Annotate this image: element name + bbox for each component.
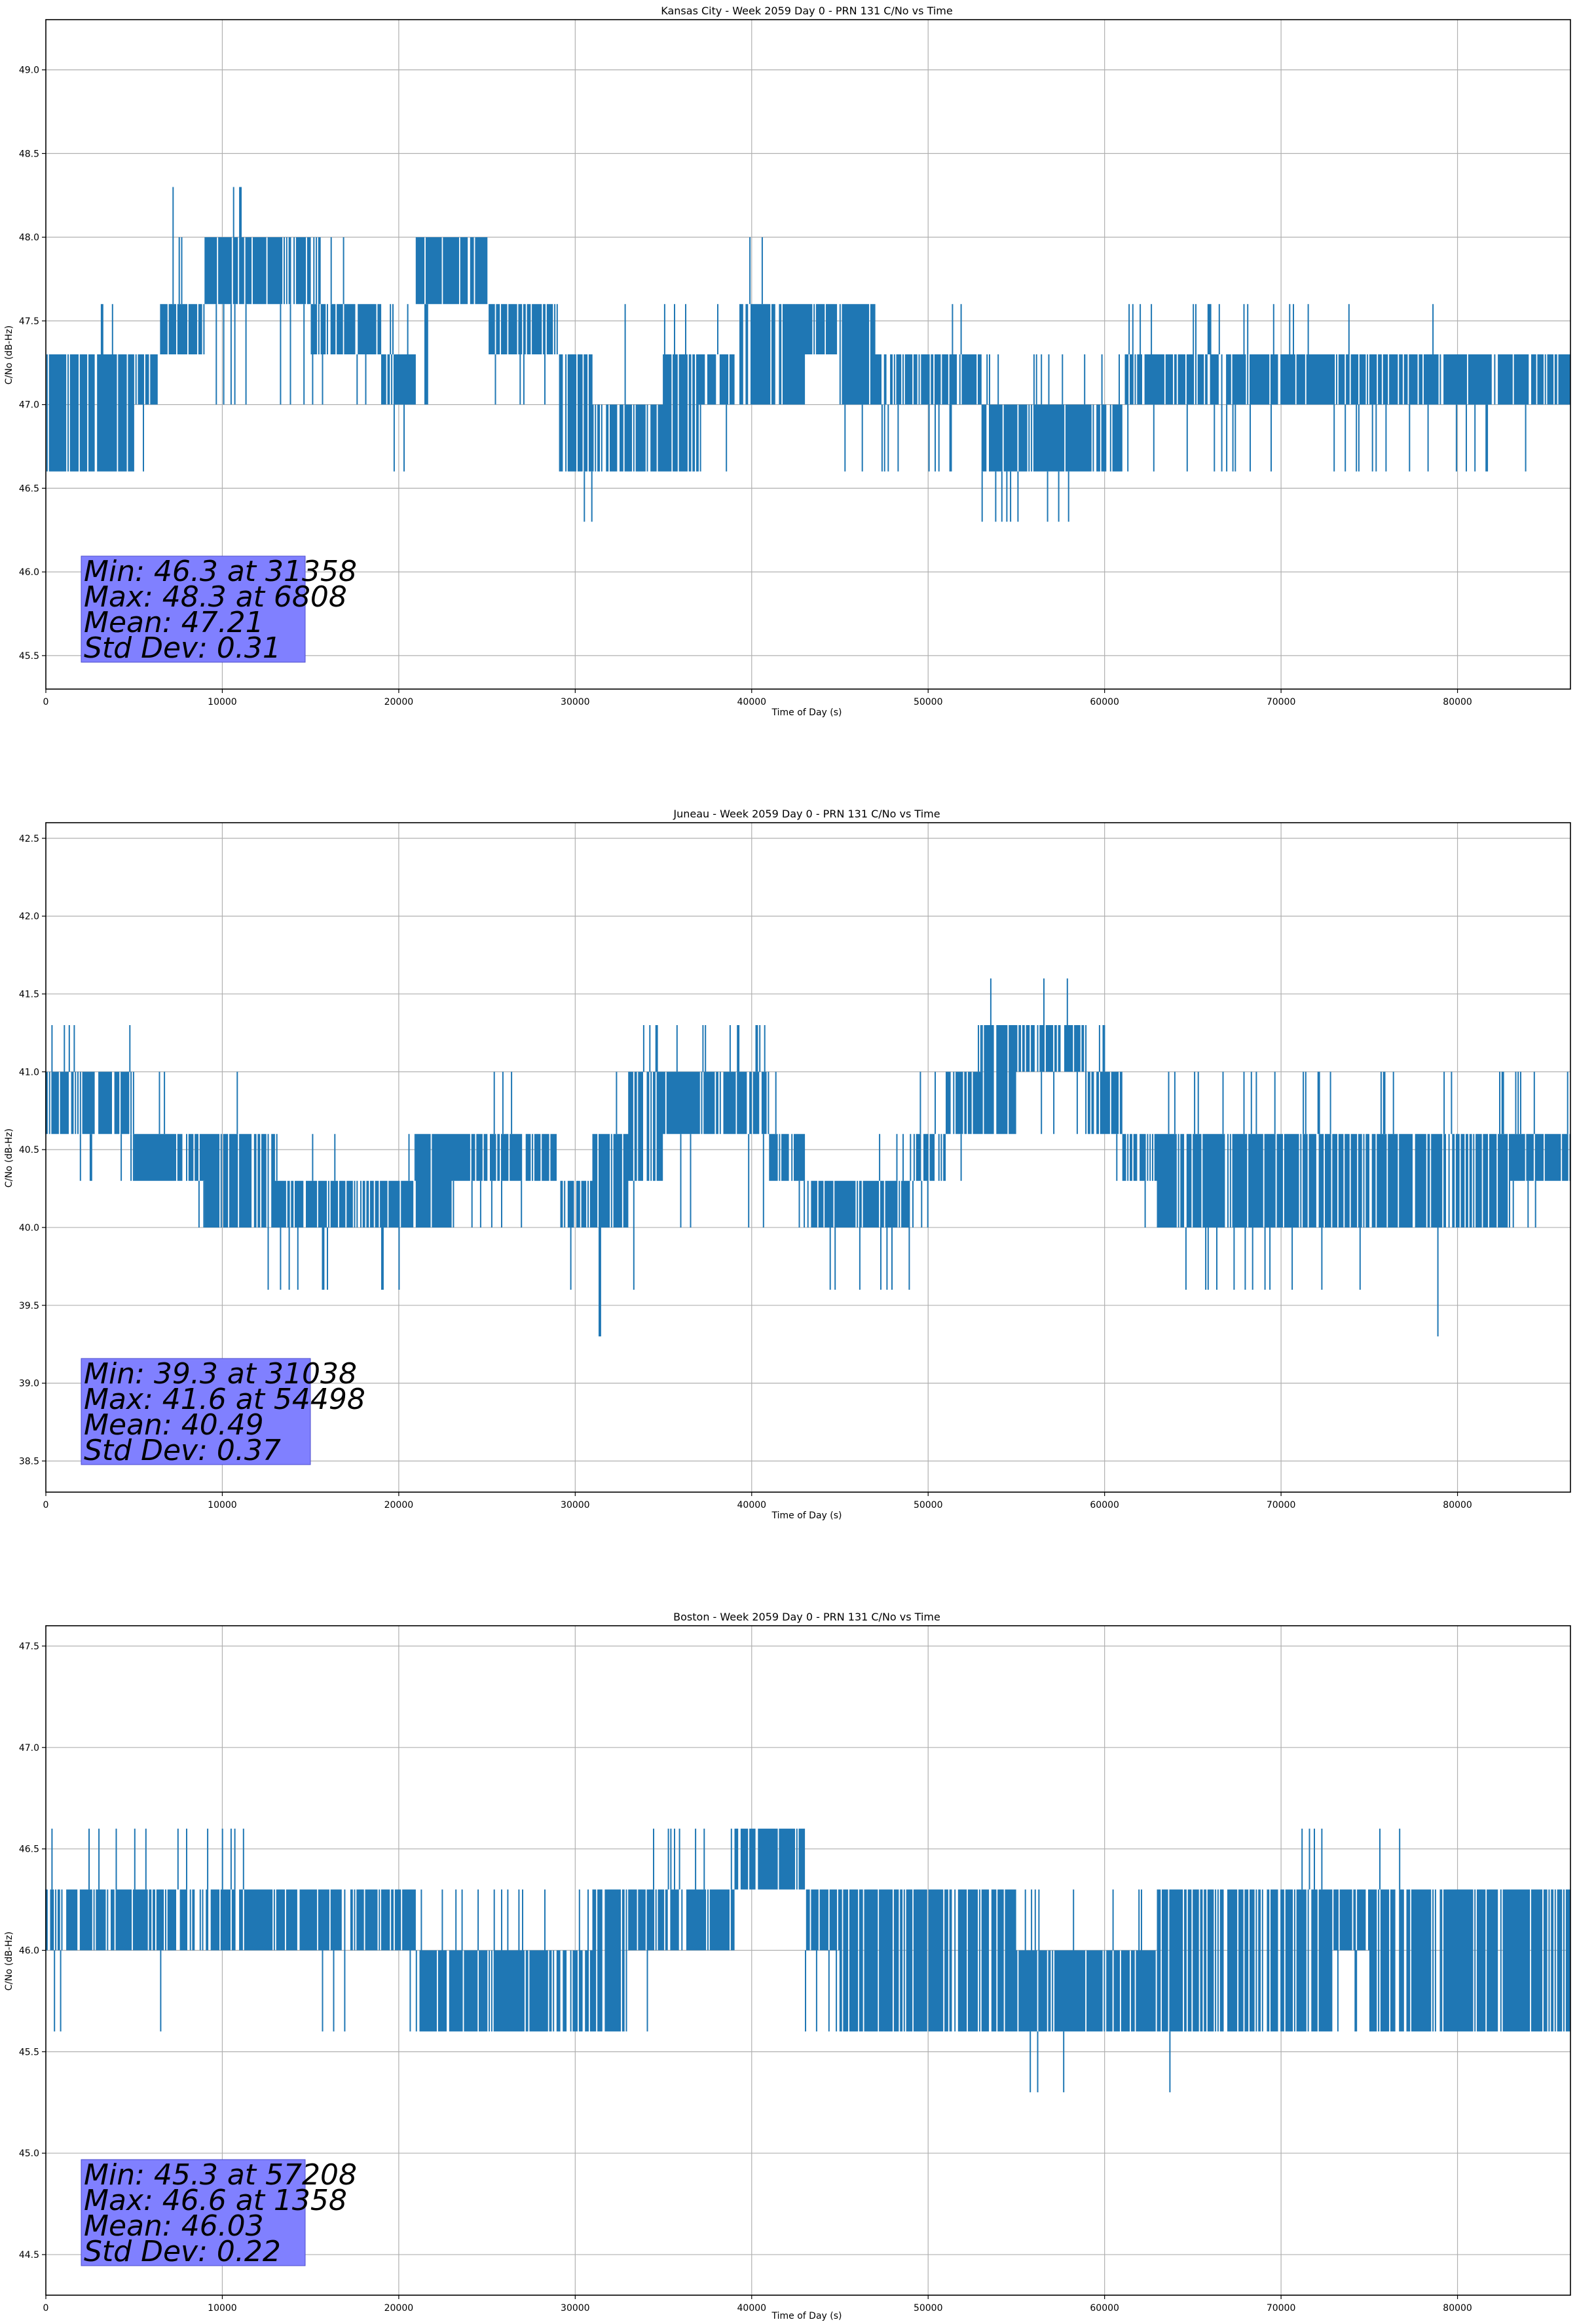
y-tick-label: 49.0 <box>19 66 39 76</box>
y-tick-label: 39.5 <box>19 1301 39 1311</box>
chart-title: Juneau - Week 2059 Day 0 - PRN 131 C/No … <box>673 808 940 820</box>
stat-mean: Mean: 46.03 <box>84 2209 264 2243</box>
plot-area: 0 10000 20000 30000 40000 50000 60000 70000 8000… <box>19 19 1571 707</box>
x-tick-label: 50000 <box>914 697 943 707</box>
x-tick-label: 80000 <box>1443 2303 1472 2314</box>
stats-box: Min: 45.3 at 57208 Max: 46.6 at 1358 Mea… <box>81 2158 357 2268</box>
stat-max: Max: 41.6 at 54498 <box>84 1383 365 1416</box>
y-tick-label: 47.5 <box>19 316 39 327</box>
x-tick-label: 60000 <box>1090 1500 1119 1510</box>
y-tick-label: 44.5 <box>19 2250 39 2260</box>
x-tick-label: 10000 <box>208 2303 237 2314</box>
y-axis-label: C/No (dB-Hz) <box>4 1129 14 1188</box>
stats-box: Min: 39.3 at 31038 Max: 41.6 at 54498 Me… <box>81 1357 365 1467</box>
plot-frame <box>45 1625 1571 2296</box>
y-tick-label: 40.0 <box>19 1223 39 1233</box>
stat-mean: Mean: 47.21 <box>84 606 264 639</box>
x-tick-label: 80000 <box>1443 697 1472 707</box>
x-tick-label: 10000 <box>208 1500 237 1510</box>
x-tick-label: 50000 <box>914 1500 943 1510</box>
x-tick-label: 10000 <box>208 697 237 707</box>
stats-box-background <box>81 1358 311 1465</box>
y-tick-label: 42.0 <box>19 912 39 922</box>
series-line-cno <box>45 1025 1571 1228</box>
stat-max: Max: 46.6 at 1358 <box>84 2184 347 2217</box>
x-tick-label: 0 <box>43 697 49 707</box>
x-tick-label: 70000 <box>1267 1500 1296 1510</box>
x-tick-label: 70000 <box>1267 2303 1296 2314</box>
plot-area: 0 10000 20000 30000 40000 50000 60000 70000 8000… <box>19 1625 1571 2314</box>
stat-min: Min: 46.3 at 31358 <box>84 555 357 588</box>
y-tick-label: 41.5 <box>19 989 39 1000</box>
stat-std-dev: Std Dev: 0.37 <box>84 1434 281 1467</box>
stat-max: Max: 48.3 at 6808 <box>84 580 347 614</box>
x-axis-label: Time of Day (s) <box>771 707 842 718</box>
y-tick-label: 40.5 <box>19 1145 39 1155</box>
x-tick-label: 80000 <box>1443 1500 1472 1510</box>
stat-std-dev: Std Dev: 0.31 <box>84 631 281 665</box>
x-tick-label: 30000 <box>561 697 590 707</box>
x-tick-label: 0 <box>43 2303 49 2314</box>
x-tick-label: 30000 <box>561 1500 590 1510</box>
x-tick-label: 30000 <box>561 2303 590 2314</box>
chart-title: Boston - Week 2059 Day 0 - PRN 131 C/No … <box>673 1611 940 1623</box>
y-tick-label: 42.5 <box>19 834 39 844</box>
x-tick-label: 40000 <box>737 697 767 707</box>
series-line-cno <box>46 237 1571 472</box>
stat-min: Min: 45.3 at 57208 <box>84 2158 357 2192</box>
stats-box: Min: 46.3 at 31358 Max: 48.3 at 6808 Mea… <box>81 555 357 665</box>
series-spikes-cno <box>51 978 1568 1337</box>
series-spikes-cno <box>51 1828 1401 2093</box>
y-axis-label: C/No (dB-Hz) <box>4 326 14 384</box>
stats-box-background <box>81 555 306 663</box>
y-tick-label: 46.5 <box>19 483 39 494</box>
x-axis-label: Time of Day (s) <box>771 1510 842 1521</box>
x-tick-label: 60000 <box>1090 697 1119 707</box>
y-tick-label: 45.0 <box>19 2148 39 2159</box>
stat-mean: Mean: 40.49 <box>84 1408 264 1442</box>
x-tick-label: 60000 <box>1090 2303 1119 2314</box>
plot-area: 0 10000 20000 30000 40000 50000 60000 70000 8000… <box>19 822 1571 1510</box>
series-line-cno <box>45 1828 1571 2032</box>
y-tick-label: 48.5 <box>19 149 39 159</box>
y-tick-label: 48.0 <box>19 233 39 243</box>
chart-panel-kansas-city: Kansas City - Week 2059 Day 0 - PRN 131 … <box>4 5 1571 718</box>
stat-min: Min: 39.3 at 31038 <box>84 1357 357 1391</box>
y-tick-label: 41.0 <box>19 1067 39 1078</box>
y-tick-label: 45.5 <box>19 2047 39 2057</box>
x-tick-label: 70000 <box>1267 697 1296 707</box>
y-tick-label: 38.5 <box>19 1456 39 1467</box>
y-tick-label: 47.0 <box>19 1743 39 1753</box>
x-tick-label: 0 <box>43 1500 49 1510</box>
x-tick-label: 20000 <box>384 2303 414 2314</box>
y-tick-label: 46.0 <box>19 567 39 578</box>
chart-panel-boston: Boston - Week 2059 Day 0 - PRN 131 C/No … <box>4 1611 1571 2321</box>
y-tick-label: 47.5 <box>19 1641 39 1652</box>
plot-frame <box>45 19 1571 690</box>
y-tick-label: 46.0 <box>19 1946 39 1957</box>
y-axis-label: C/No (dB-Hz) <box>4 1932 14 1991</box>
y-tick-label: 45.5 <box>19 651 39 662</box>
plot-frame <box>45 822 1571 1493</box>
chart-panel-juneau: Juneau - Week 2059 Day 0 - PRN 131 C/No … <box>4 808 1571 1521</box>
x-axis-label: Time of Day (s) <box>771 2311 842 2321</box>
x-tick-label: 50000 <box>914 2303 943 2314</box>
y-tick-label: 39.0 <box>19 1379 39 1389</box>
x-tick-label: 20000 <box>384 697 414 707</box>
chart-title: Kansas City - Week 2059 Day 0 - PRN 131 … <box>661 5 952 17</box>
x-tick-label: 40000 <box>737 1500 767 1510</box>
stat-std-dev: Std Dev: 0.22 <box>84 2235 281 2268</box>
x-tick-label: 40000 <box>737 2303 767 2314</box>
y-tick-label: 46.5 <box>19 1845 39 1855</box>
stats-box-background <box>81 2159 306 2266</box>
x-tick-label: 20000 <box>384 1500 414 1510</box>
y-tick-label: 47.0 <box>19 400 39 411</box>
